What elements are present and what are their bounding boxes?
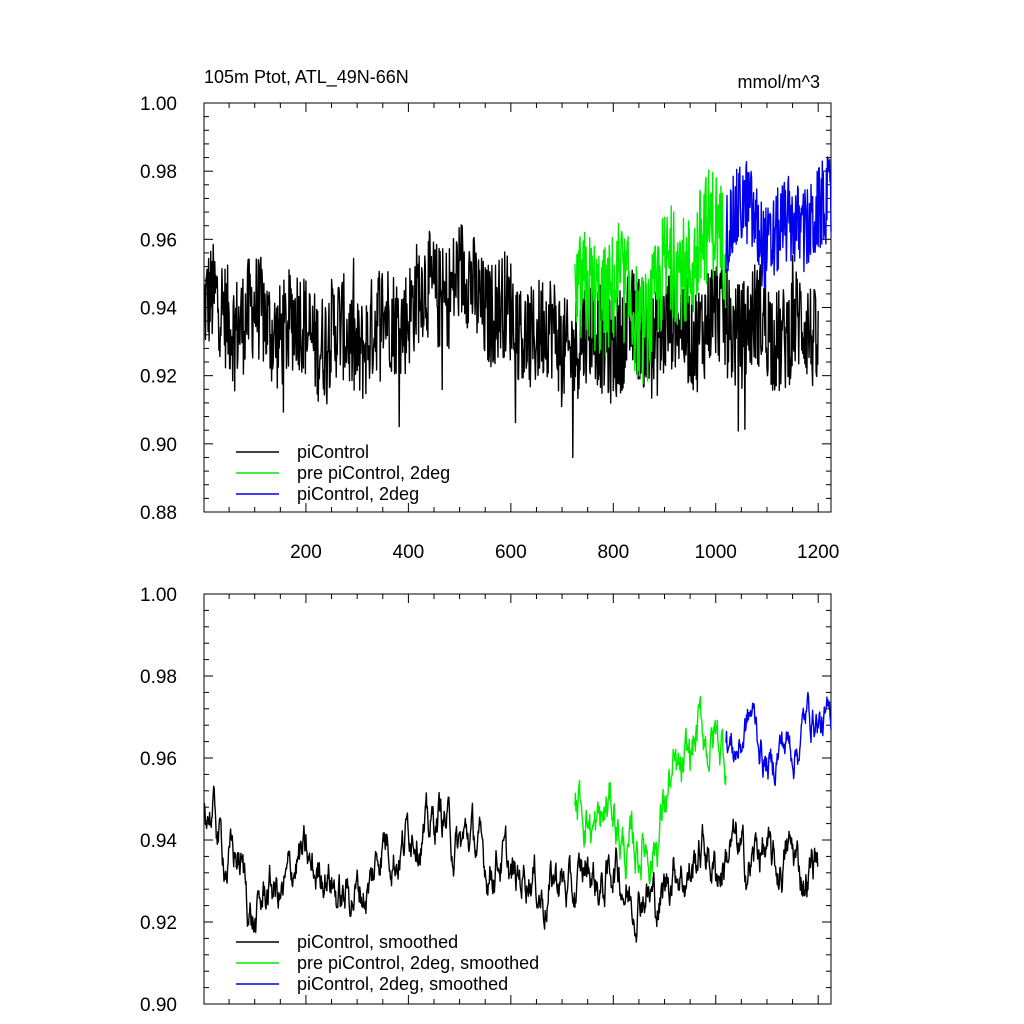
y-tick-label: 1.00: [140, 585, 177, 606]
y-tick-label: 0.94: [140, 299, 177, 320]
series-line-picontrol: [203, 224, 819, 459]
y-tick-label: 0.92: [140, 367, 177, 388]
y-tick-label: 0.92: [140, 913, 177, 934]
x-tick-label: 800: [597, 542, 629, 563]
bottom-panel: 0.90 0.92 0.94 0.96 0.98 1.00 piControl, smoo…: [140, 585, 832, 1016]
x-tick-label: 1200: [797, 542, 839, 563]
x-tick-label: 400: [393, 542, 425, 563]
y-tick-label: 0.94: [140, 831, 177, 852]
bottom-plot-frame: [203, 593, 832, 1005]
y-tick-label: 0.98: [140, 667, 177, 688]
series-line-pre-picontrol-2deg: [574, 169, 727, 385]
chart-title: 105m Ptot, ATL_49N-66N: [204, 67, 409, 88]
units-label: mmol/m^3: [738, 72, 820, 92]
series-line-pre-picontrol-2deg-smoothed: [574, 695, 727, 885]
series-line-picontrol-2deg-smoothed: [725, 691, 832, 787]
y-tick-label: 0.96: [140, 749, 177, 770]
legend-label: piControl: [297, 442, 369, 462]
y-tick-label: 0.96: [140, 230, 177, 251]
y-tick-label: 0.88: [140, 503, 177, 524]
legend-label: pre piControl, 2deg, smoothed: [297, 953, 539, 973]
legend-label: pre piControl, 2deg: [297, 463, 450, 483]
y-tick-label: 1.00: [140, 94, 177, 115]
legend-label: piControl, smoothed: [297, 932, 458, 952]
y-tick-label: 0.98: [140, 162, 177, 183]
series-line-picontrol-2deg: [725, 156, 832, 291]
series-line-picontrol-smoothed: [203, 785, 819, 943]
top-axis-ticks: 0.88 0.90 0.92 0.94 0.96 0.98 1.00 200 400 600 800…: [140, 94, 839, 563]
legend-label: piControl, 2deg, smoothed: [297, 974, 508, 994]
x-tick-label: 600: [495, 542, 527, 563]
bottom-series-group: [203, 691, 832, 943]
top-series-group: [203, 156, 832, 459]
legend-label: piControl, 2deg: [297, 484, 419, 504]
x-tick-label: 1000: [695, 542, 737, 563]
bottom-axis-ticks: 0.90 0.92 0.94 0.96 0.98 1.00: [140, 585, 831, 1016]
y-tick-label: 0.90: [140, 435, 177, 456]
x-tick-label: 200: [290, 542, 322, 563]
y-tick-label: 0.90: [140, 995, 177, 1016]
top-panel: 105m Ptot, ATL_49N-66N mmol/m^3 0.88 0.90…: [140, 67, 839, 563]
